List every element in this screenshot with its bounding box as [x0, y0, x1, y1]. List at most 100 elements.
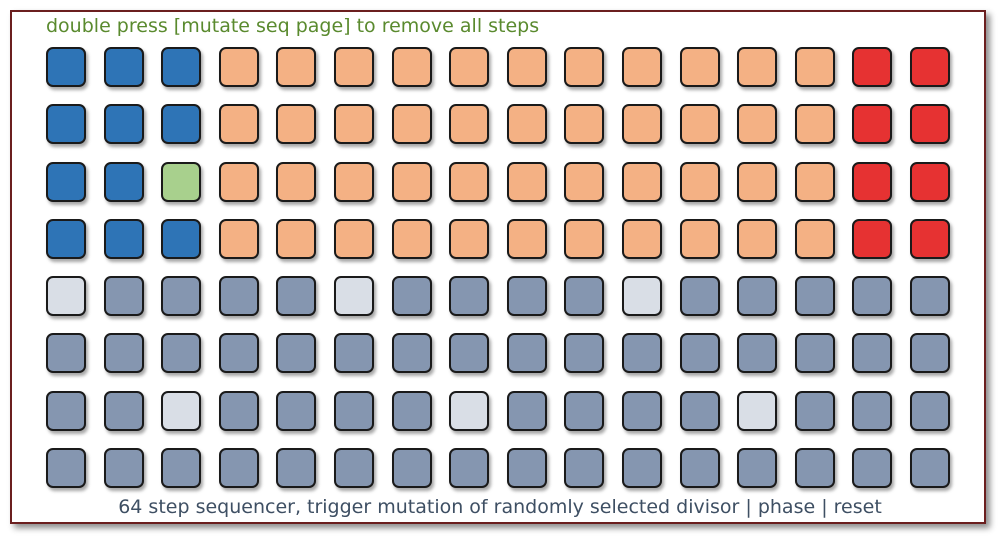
grid-pad[interactable] — [103, 333, 144, 374]
grid-pad[interactable] — [161, 104, 202, 145]
grid-pad[interactable] — [276, 218, 317, 259]
grid-pad[interactable] — [46, 448, 86, 489]
grid-pad[interactable] — [794, 104, 835, 145]
grid-pad[interactable] — [909, 104, 950, 145]
grid-pad[interactable] — [449, 104, 490, 145]
grid-pad[interactable] — [333, 47, 374, 87]
grid-pad[interactable] — [621, 448, 662, 489]
grid-pad[interactable] — [391, 47, 432, 87]
grid-pad[interactable] — [161, 161, 202, 202]
grid-pad[interactable] — [333, 448, 374, 489]
grid-pad[interactable] — [333, 333, 374, 374]
grid-pad[interactable] — [737, 47, 778, 87]
grid-pad[interactable] — [46, 390, 86, 431]
grid-pad[interactable] — [564, 104, 605, 145]
grid-pad[interactable] — [737, 161, 778, 202]
grid-pad[interactable] — [909, 161, 950, 202]
grid-pad[interactable] — [794, 276, 835, 317]
grid-pad[interactable] — [737, 448, 778, 489]
grid-pad[interactable] — [449, 333, 490, 374]
grid-pad[interactable] — [679, 47, 720, 87]
grid-pad[interactable] — [679, 333, 720, 374]
grid-pad[interactable] — [391, 104, 432, 145]
grid-pad[interactable] — [621, 104, 662, 145]
grid-pad[interactable] — [737, 104, 778, 145]
grid-pad[interactable] — [276, 276, 317, 317]
grid-pad[interactable] — [218, 104, 259, 145]
grid-pad[interactable] — [391, 390, 432, 431]
grid-pad[interactable] — [161, 448, 202, 489]
grid-pad[interactable] — [679, 276, 720, 317]
grid-pad[interactable] — [737, 333, 778, 374]
grid-pad[interactable] — [218, 218, 259, 259]
grid-pad[interactable] — [218, 390, 259, 431]
grid-pad[interactable] — [218, 161, 259, 202]
grid-pad[interactable] — [564, 276, 605, 317]
grid-pad[interactable] — [218, 276, 259, 317]
grid-pad[interactable] — [276, 104, 317, 145]
grid-pad[interactable] — [506, 104, 547, 145]
grid-pad[interactable] — [909, 390, 950, 431]
grid-pad[interactable] — [449, 448, 490, 489]
grid-pad[interactable] — [852, 390, 893, 431]
grid-pad[interactable] — [103, 448, 144, 489]
grid-pad[interactable] — [46, 276, 86, 317]
grid-pad[interactable] — [564, 448, 605, 489]
grid-pad[interactable] — [794, 448, 835, 489]
grid-pad[interactable] — [852, 104, 893, 145]
grid-pad[interactable] — [852, 218, 893, 259]
grid-pad[interactable] — [621, 161, 662, 202]
grid-pad[interactable] — [276, 390, 317, 431]
grid-pad[interactable] — [909, 448, 950, 489]
grid-pad[interactable] — [449, 218, 490, 259]
grid-pad[interactable] — [449, 47, 490, 87]
grid-pad[interactable] — [852, 161, 893, 202]
grid-pad[interactable] — [794, 390, 835, 431]
grid-pad[interactable] — [103, 47, 144, 87]
grid-pad[interactable] — [449, 390, 490, 431]
grid-pad[interactable] — [218, 47, 259, 87]
grid-pad[interactable] — [564, 161, 605, 202]
grid-pad[interactable] — [909, 276, 950, 317]
grid-pad[interactable] — [333, 276, 374, 317]
grid-pad[interactable] — [276, 448, 317, 489]
grid-pad[interactable] — [391, 333, 432, 374]
grid-pad[interactable] — [852, 47, 893, 87]
grid-pad[interactable] — [333, 161, 374, 202]
grid-pad[interactable] — [276, 333, 317, 374]
grid-pad[interactable] — [391, 161, 432, 202]
grid-pad[interactable] — [161, 218, 202, 259]
grid-pad[interactable] — [103, 390, 144, 431]
grid-pad[interactable] — [218, 448, 259, 489]
grid-pad[interactable] — [161, 333, 202, 374]
grid-pad[interactable] — [506, 47, 547, 87]
grid-pad[interactable] — [621, 218, 662, 259]
grid-pad[interactable] — [737, 218, 778, 259]
grid-pad[interactable] — [679, 390, 720, 431]
grid-pad[interactable] — [679, 161, 720, 202]
grid-pad[interactable] — [794, 47, 835, 87]
grid-pad[interactable] — [449, 161, 490, 202]
grid-pad[interactable] — [564, 390, 605, 431]
grid-pad[interactable] — [506, 448, 547, 489]
grid-pad[interactable] — [333, 218, 374, 259]
grid-pad[interactable] — [103, 161, 144, 202]
grid-pad[interactable] — [909, 218, 950, 259]
grid-pad[interactable] — [794, 218, 835, 259]
grid-pad[interactable] — [737, 390, 778, 431]
grid-pad[interactable] — [103, 104, 144, 145]
grid-pad[interactable] — [161, 390, 202, 431]
grid-pad[interactable] — [852, 448, 893, 489]
grid-pad[interactable] — [506, 161, 547, 202]
grid-pad[interactable] — [909, 47, 950, 87]
grid-pad[interactable] — [391, 448, 432, 489]
grid-pad[interactable] — [103, 276, 144, 317]
grid-pad[interactable] — [506, 218, 547, 259]
grid-pad[interactable] — [621, 333, 662, 374]
grid-pad[interactable] — [909, 333, 950, 374]
grid-pad[interactable] — [794, 333, 835, 374]
grid-pad[interactable] — [679, 218, 720, 259]
grid-pad[interactable] — [391, 218, 432, 259]
grid-pad[interactable] — [506, 390, 547, 431]
grid-pad[interactable] — [218, 333, 259, 374]
